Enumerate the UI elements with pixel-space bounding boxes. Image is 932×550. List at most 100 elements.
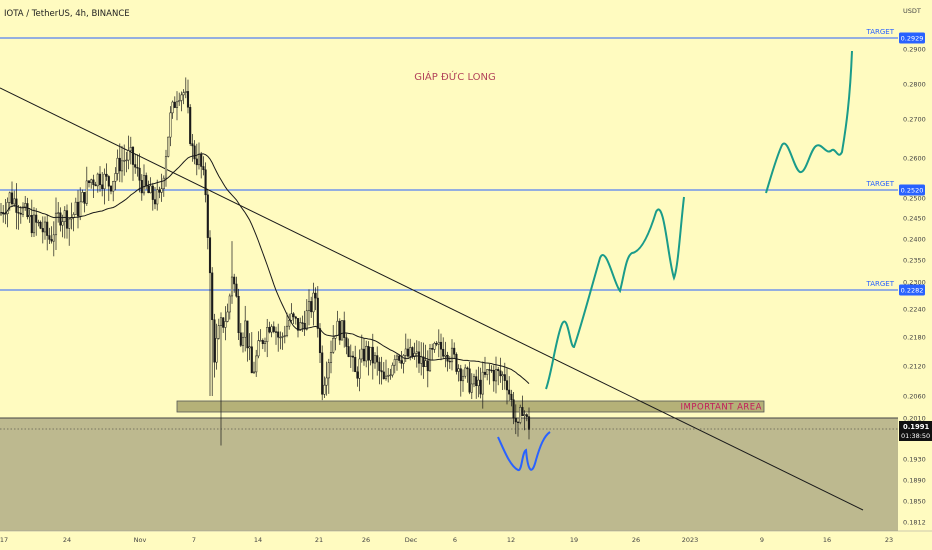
candle [219,312,223,446]
candle [521,395,524,417]
time-tick-label: 17 [0,536,8,544]
candle [30,199,33,238]
candle [96,172,99,193]
candle [125,151,128,173]
author-label: GIÁP ĐỨC LONG [414,70,496,83]
candle [178,92,181,106]
candle [510,389,513,407]
candle [52,221,55,257]
candle [118,143,121,183]
time-tick-label: 24 [63,536,71,544]
candle [327,358,330,394]
candle [373,352,377,369]
candle [384,359,388,381]
candle [470,373,473,400]
candle [358,349,361,392]
candle [369,346,372,366]
second-bullish-projection-path[interactable] [765,50,853,194]
candle [206,189,209,250]
candle [50,226,53,244]
candle [151,182,154,211]
candle [472,373,476,388]
candle [173,96,176,109]
candle [442,337,445,359]
candle [217,318,220,340]
price-tick-label: 0.2060 [903,393,926,401]
candle [321,345,324,401]
time-tick-label: 14 [254,536,262,544]
candle [13,190,16,207]
price-tick-label: 0.2500 [903,195,926,203]
candle [382,362,385,380]
candle [404,333,407,362]
time-tick-label: 2023 [682,536,699,544]
candle [464,364,467,379]
candle [142,164,146,196]
candle [226,303,229,323]
candle [162,175,165,197]
candle [215,323,218,370]
candle [497,367,500,386]
candle [83,192,86,213]
bullish-projection-path[interactable] [545,196,685,390]
candle [279,331,282,350]
candle [241,332,245,353]
candle [501,371,504,390]
price-tick-label: 0.2010 [903,415,926,423]
candle [180,91,183,112]
candle [68,217,71,246]
descending-trendline[interactable] [0,87,864,511]
price-tick-label: 0.1850 [903,498,926,506]
target-price-tag: 0.2282 [899,284,925,296]
candle [508,376,511,401]
candle [523,410,526,431]
candle [169,106,172,147]
candle [65,204,69,239]
candle [468,361,471,395]
currency-label: USDT [903,7,921,15]
candle [259,329,262,342]
candle [332,325,335,354]
candle [455,352,458,375]
important-area-label: IMPORTANT AREA [681,403,762,413]
candle [59,207,62,232]
candle [127,135,130,170]
candle [160,173,163,202]
candle [459,364,462,397]
candle [490,365,493,373]
price-tick-label: 0.2300 [903,279,926,287]
candle [316,286,319,338]
candle [94,181,97,187]
price-tick-label: 0.2400 [903,236,926,244]
candle [356,366,359,387]
candle [527,407,531,440]
candle [519,404,522,425]
candle [46,214,49,251]
candle [365,340,368,368]
candle [74,197,77,215]
candle [37,219,40,227]
candle [453,342,456,360]
candle [417,341,421,373]
candle [114,167,117,191]
candle [294,315,297,325]
dip-projection-path[interactable] [497,431,551,471]
candle [367,341,370,376]
price-tick-label: 0.2450 [903,215,926,223]
price-tick-label: 0.2800 [903,81,926,89]
candle [81,189,84,203]
candle [354,345,357,373]
candle [149,177,152,194]
candle [376,346,379,376]
candle [79,187,82,221]
candle [28,209,31,223]
candle [492,365,495,392]
candle [299,317,302,331]
important-area-zone [176,400,765,413]
svg-text:0.1991: 0.1991 [903,423,929,431]
price-tick-label: 0.1890 [903,477,926,485]
svg-text:0.2520: 0.2520 [901,187,924,195]
candle [101,172,104,197]
candle [277,323,280,352]
